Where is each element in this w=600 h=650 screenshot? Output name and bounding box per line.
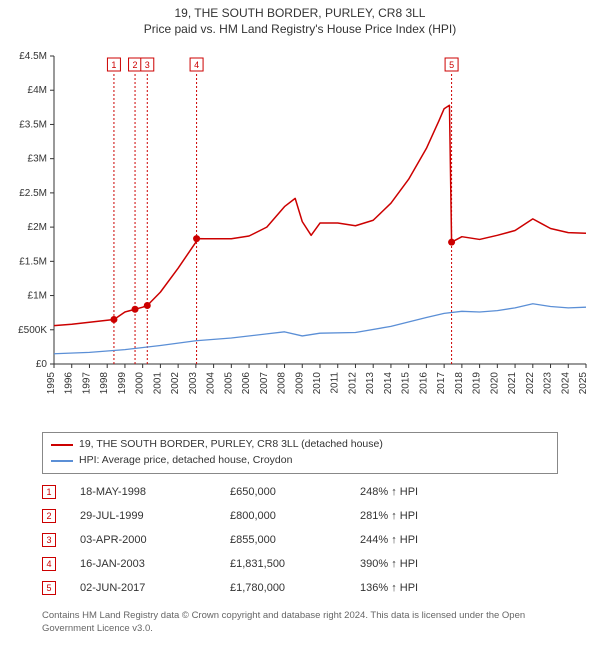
- svg-text:3: 3: [145, 60, 150, 70]
- sale-marker-icon: 4: [42, 557, 56, 571]
- svg-text:2012: 2012: [347, 372, 358, 395]
- sale-price: £1,780,000: [230, 582, 360, 594]
- svg-text:£3.5M: £3.5M: [19, 119, 47, 130]
- sale-hpi: 281% ↑ HPI: [360, 510, 500, 522]
- sale-row: 3 03-APR-2000£855,000244% ↑ HPI: [42, 528, 558, 552]
- svg-text:£1.5M: £1.5M: [19, 256, 47, 267]
- legend-item: 19, THE SOUTH BORDER, PURLEY, CR8 3LL (d…: [51, 437, 549, 453]
- sale-marker-icon: 5: [42, 581, 56, 595]
- sale-price: £650,000: [230, 486, 360, 498]
- sale-date: 02-JUN-2017: [80, 582, 230, 594]
- sales-table: 1 18-MAY-1998£650,000248% ↑ HPI 2 29-JUL-19…: [42, 480, 558, 600]
- svg-text:2001: 2001: [152, 372, 163, 395]
- sale-price: £1,831,500: [230, 558, 360, 570]
- svg-text:£3M: £3M: [28, 154, 47, 165]
- sale-price: £855,000: [230, 534, 360, 546]
- svg-text:4: 4: [194, 60, 199, 70]
- svg-text:£2.5M: £2.5M: [19, 188, 47, 199]
- svg-text:2021: 2021: [507, 372, 518, 395]
- svg-text:2013: 2013: [365, 372, 376, 395]
- legend-label: HPI: Average price, detached house, Croy…: [79, 453, 292, 469]
- svg-text:2008: 2008: [277, 372, 288, 395]
- sale-date: 18-MAY-1998: [80, 486, 230, 498]
- sale-marker-icon: 3: [42, 533, 56, 547]
- legend-swatch: [51, 460, 73, 462]
- legend-swatch: [51, 444, 73, 446]
- svg-text:2000: 2000: [135, 372, 146, 395]
- sale-date: 16-JAN-2003: [80, 558, 230, 570]
- svg-text:1998: 1998: [99, 372, 110, 395]
- chart-container: 19, THE SOUTH BORDER, PURLEY, CR8 3LL Pr…: [0, 0, 600, 650]
- chart-area: £0 £500K £1M £1.5M £2M £2.5M £3M £3.5M £4M £4.5M 1…: [0, 46, 600, 426]
- sale-hpi: 390% ↑ HPI: [360, 558, 500, 570]
- svg-text:2003: 2003: [188, 372, 199, 395]
- svg-text:1: 1: [111, 60, 116, 70]
- svg-text:2004: 2004: [206, 372, 217, 395]
- chart-subtitle: Price paid vs. HM Land Registry's House …: [0, 20, 600, 40]
- svg-text:2007: 2007: [259, 372, 270, 395]
- svg-text:£4.5M: £4.5M: [19, 51, 47, 62]
- svg-text:5: 5: [449, 60, 454, 70]
- svg-text:2016: 2016: [418, 372, 429, 395]
- sale-row: 5 02-JUN-2017£1,780,000136% ↑ HPI: [42, 576, 558, 600]
- svg-text:£500K: £500K: [18, 325, 47, 336]
- svg-text:2011: 2011: [330, 372, 341, 394]
- sale-date: 29-JUL-1999: [80, 510, 230, 522]
- svg-text:2: 2: [133, 60, 138, 70]
- svg-text:2005: 2005: [223, 372, 234, 395]
- sale-hpi: 248% ↑ HPI: [360, 486, 500, 498]
- sale-row: 2 29-JUL-1999£800,000281% ↑ HPI: [42, 504, 558, 528]
- svg-text:2006: 2006: [241, 372, 252, 395]
- svg-text:1996: 1996: [64, 372, 75, 395]
- sale-marker-icon: 2: [42, 509, 56, 523]
- svg-text:1997: 1997: [81, 372, 92, 395]
- svg-text:2022: 2022: [525, 372, 536, 395]
- svg-text:2023: 2023: [543, 372, 554, 395]
- footer-attribution: Contains HM Land Registry data © Crown c…: [42, 610, 558, 636]
- legend: 19, THE SOUTH BORDER, PURLEY, CR8 3LL (d…: [42, 432, 558, 474]
- svg-text:2020: 2020: [489, 372, 500, 395]
- svg-text:1999: 1999: [117, 372, 128, 395]
- svg-text:2017: 2017: [436, 372, 447, 395]
- sale-hpi: 244% ↑ HPI: [360, 534, 500, 546]
- svg-text:£1M: £1M: [28, 291, 47, 302]
- svg-text:2018: 2018: [454, 372, 465, 395]
- svg-text:2010: 2010: [312, 372, 323, 395]
- svg-text:£4M: £4M: [28, 85, 47, 96]
- sale-row: 4 16-JAN-2003£1,831,500390% ↑ HPI: [42, 552, 558, 576]
- svg-text:2019: 2019: [472, 372, 483, 395]
- sale-marker-icon: 1: [42, 485, 56, 499]
- sale-hpi: 136% ↑ HPI: [360, 582, 500, 594]
- svg-text:2009: 2009: [294, 372, 305, 395]
- line-chart-svg: £0 £500K £1M £1.5M £2M £2.5M £3M £3.5M £4M £4.5M 1…: [0, 46, 600, 426]
- sale-price: £800,000: [230, 510, 360, 522]
- legend-item: HPI: Average price, detached house, Croy…: [51, 453, 549, 469]
- sale-row: 1 18-MAY-1998£650,000248% ↑ HPI: [42, 480, 558, 504]
- svg-text:2014: 2014: [383, 372, 394, 395]
- svg-text:2015: 2015: [401, 372, 412, 395]
- sale-date: 03-APR-2000: [80, 534, 230, 546]
- svg-text:£2M: £2M: [28, 222, 47, 233]
- legend-label: 19, THE SOUTH BORDER, PURLEY, CR8 3LL (d…: [79, 437, 383, 453]
- svg-text:2024: 2024: [560, 372, 571, 395]
- svg-text:2025: 2025: [578, 372, 589, 395]
- svg-text:£0: £0: [36, 359, 48, 370]
- chart-title: 19, THE SOUTH BORDER, PURLEY, CR8 3LL: [0, 0, 600, 20]
- svg-text:1995: 1995: [46, 372, 57, 395]
- svg-text:2002: 2002: [170, 372, 181, 395]
